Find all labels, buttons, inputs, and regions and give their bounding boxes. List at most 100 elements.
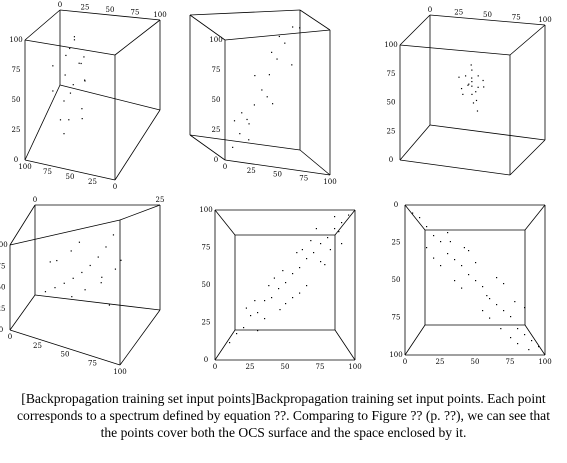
data-point (69, 92, 72, 94)
tick-label: 100 (153, 11, 166, 19)
tick-label: 25 (156, 196, 165, 204)
data-point (73, 36, 76, 38)
data-point (412, 212, 414, 214)
y-tick-label: 25 (392, 239, 401, 247)
data-point (464, 75, 467, 77)
data-point (528, 349, 530, 351)
data-point (341, 222, 343, 224)
data-point (299, 267, 301, 269)
data-point (72, 277, 74, 279)
tick-label: 25 (33, 342, 42, 350)
data-point (475, 262, 477, 264)
data-point (470, 64, 472, 66)
tick-label: 50 (483, 11, 492, 19)
data-point (315, 228, 317, 230)
scatter-panel-2: 100 75 50 25 00 25 50 75 100 (189, 9, 337, 186)
cube-edge (24, 39, 116, 56)
tick-label: 100 (538, 16, 551, 24)
data-point (482, 79, 484, 82)
tick-label: 0 (33, 196, 37, 204)
y-tick-label: 100 (199, 206, 212, 214)
data-point (296, 252, 298, 254)
data-point (233, 120, 236, 122)
tick-label: 25 (12, 126, 21, 134)
data-point (477, 75, 479, 77)
tick-label: 50 (0, 284, 5, 292)
data-point (334, 216, 336, 218)
data-point (241, 112, 243, 114)
data-point (475, 91, 477, 93)
cube-edge (114, 19, 161, 56)
data-point (279, 309, 281, 311)
cube-edge (9, 219, 121, 246)
data-point (477, 86, 479, 88)
data-point (503, 310, 505, 312)
tick-label: 100 (113, 368, 126, 376)
cube-edge (119, 204, 161, 221)
data-point (299, 27, 301, 29)
tick-label: 50 (273, 171, 282, 179)
tick-label: 75 (512, 14, 521, 22)
data-point (101, 276, 103, 278)
data-point (447, 232, 449, 234)
data-point (433, 257, 435, 259)
cube-edge (189, 9, 301, 16)
cube-edge (119, 309, 161, 366)
data-point (510, 316, 512, 318)
tick-label: 50 (61, 351, 70, 359)
data-point (81, 108, 83, 110)
data-point (471, 77, 473, 79)
data-point (471, 69, 473, 71)
cube-edge (399, 159, 511, 176)
data-point (475, 280, 477, 282)
y-tick-label: 0 (204, 356, 208, 364)
data-point (291, 64, 293, 66)
tick-label: 0 (214, 156, 218, 164)
data-point (268, 74, 270, 76)
data-point (447, 253, 449, 255)
data-point (503, 283, 505, 285)
data-point (419, 217, 421, 219)
data-point (471, 85, 473, 87)
data-point (73, 39, 76, 41)
data-point (285, 303, 287, 305)
data-point (517, 343, 519, 345)
data-point (89, 264, 91, 267)
data-point (320, 261, 322, 263)
cube-edge (299, 9, 331, 31)
data-point (461, 265, 463, 267)
cube-edge (509, 139, 546, 176)
data-point (63, 282, 65, 284)
data-point (467, 84, 469, 86)
figure-caption: [Backpropagation training set input poin… (8, 390, 559, 441)
x-tick-label: 0 (213, 363, 217, 371)
data-point (253, 104, 255, 106)
data-point (254, 74, 256, 77)
data-point (84, 79, 86, 81)
box-edge (334, 209, 356, 236)
tick-label: 50 (66, 173, 75, 181)
tick-label: 0 (428, 6, 432, 14)
data-point (338, 231, 340, 233)
cube-edge (34, 294, 161, 311)
data-point (78, 62, 80, 64)
tick-label: 75 (0, 262, 5, 270)
data-point (292, 297, 294, 299)
cube-edge (9, 294, 36, 331)
tick-label: 50 (106, 6, 115, 14)
cube-edge (399, 14, 431, 46)
cube-edge (429, 14, 546, 26)
data-point (52, 90, 54, 92)
data-point (232, 146, 234, 148)
tick-label: 100 (209, 36, 222, 44)
data-point (261, 89, 263, 91)
y-tick-label: 100 (389, 351, 402, 359)
data-point (120, 259, 122, 261)
data-point (64, 74, 66, 76)
data-point (248, 123, 250, 125)
scatter-panel-5: 0 25 50 75 100 100 75 50 25 0 (199, 206, 361, 371)
tick-label: 100 (384, 41, 397, 49)
tick-label: 75 (387, 70, 396, 78)
data-point (458, 76, 460, 78)
